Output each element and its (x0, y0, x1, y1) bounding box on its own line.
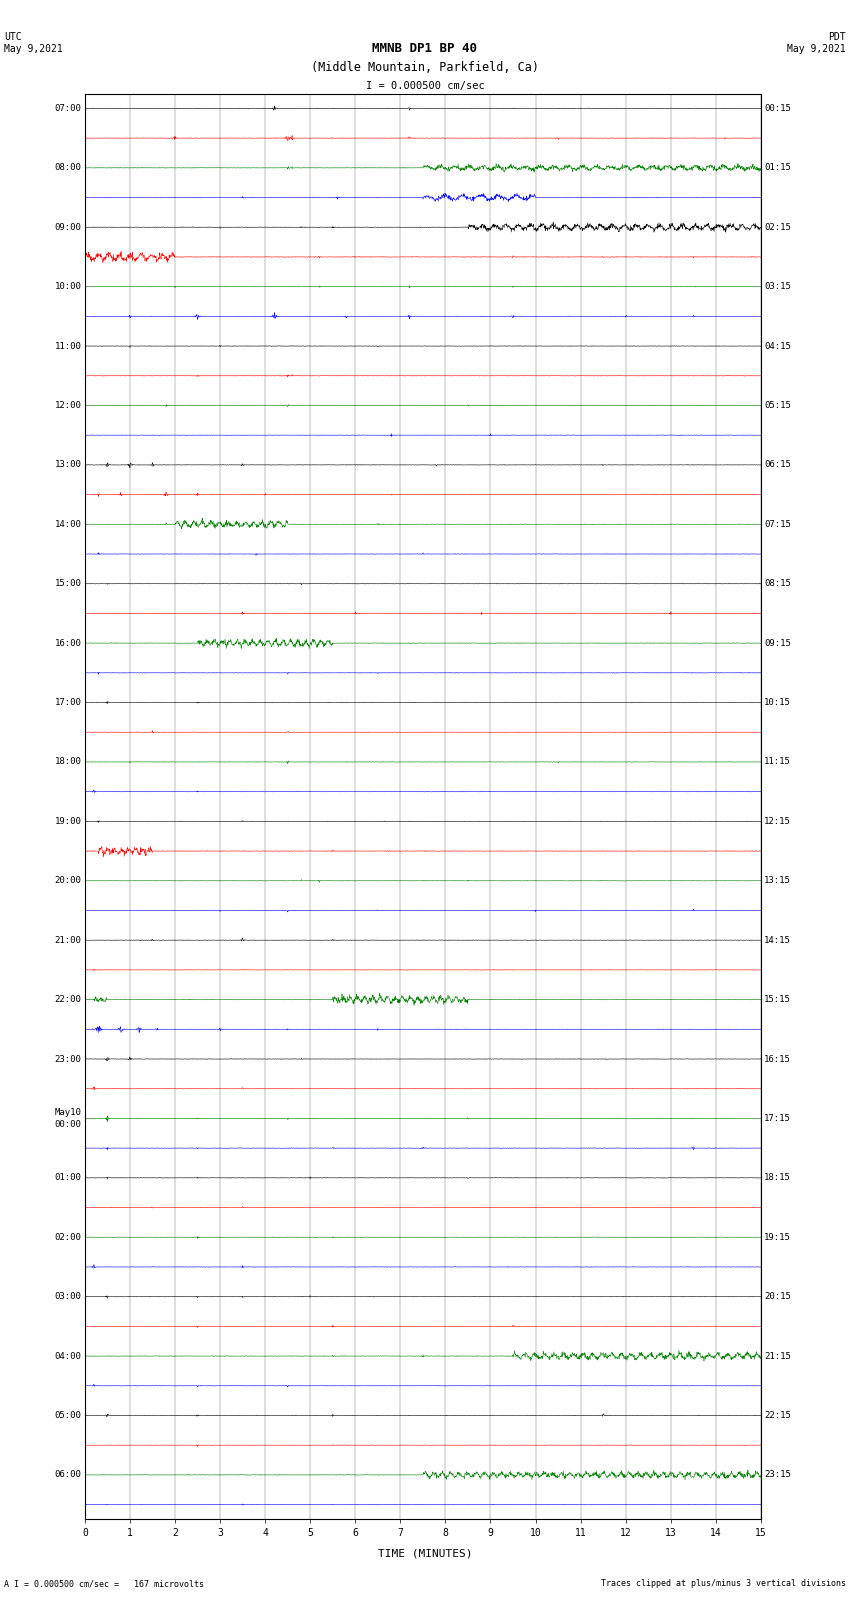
Text: 21:00: 21:00 (54, 936, 82, 945)
Text: 13:00: 13:00 (54, 460, 82, 469)
Text: 06:15: 06:15 (764, 460, 791, 469)
Text: 17:15: 17:15 (764, 1115, 791, 1123)
Text: 08:15: 08:15 (764, 579, 791, 589)
Text: 12:15: 12:15 (764, 816, 791, 826)
Text: 04:15: 04:15 (764, 342, 791, 350)
Text: 00:15: 00:15 (764, 103, 791, 113)
Text: PDT
May 9,2021: PDT May 9,2021 (787, 32, 846, 53)
Text: 19:15: 19:15 (764, 1232, 791, 1242)
Text: Traces clipped at plus/minus 3 vertical divisions: Traces clipped at plus/minus 3 vertical … (601, 1579, 846, 1589)
Text: 05:15: 05:15 (764, 402, 791, 410)
Text: 14:15: 14:15 (764, 936, 791, 945)
Text: (Middle Mountain, Parkfield, Ca): (Middle Mountain, Parkfield, Ca) (311, 61, 539, 74)
Text: 15:15: 15:15 (764, 995, 791, 1003)
Text: 04:00: 04:00 (54, 1352, 82, 1360)
Text: 01:00: 01:00 (54, 1173, 82, 1182)
Text: May10: May10 (54, 1108, 82, 1116)
Text: 00:00: 00:00 (54, 1119, 82, 1129)
Text: 22:00: 22:00 (54, 995, 82, 1003)
Text: 05:00: 05:00 (54, 1411, 82, 1419)
Text: 22:15: 22:15 (764, 1411, 791, 1419)
Text: 11:15: 11:15 (764, 758, 791, 766)
Text: 03:15: 03:15 (764, 282, 791, 290)
Text: MMNB DP1 BP 40: MMNB DP1 BP 40 (372, 42, 478, 55)
Text: 09:00: 09:00 (54, 223, 82, 232)
Text: 10:00: 10:00 (54, 282, 82, 290)
Text: 06:00: 06:00 (54, 1471, 82, 1479)
Text: 21:15: 21:15 (764, 1352, 791, 1360)
Text: 07:00: 07:00 (54, 103, 82, 113)
Text: TIME (MINUTES): TIME (MINUTES) (377, 1548, 473, 1558)
Text: 14:00: 14:00 (54, 519, 82, 529)
Text: 03:00: 03:00 (54, 1292, 82, 1302)
Text: 16:00: 16:00 (54, 639, 82, 647)
Text: 20:00: 20:00 (54, 876, 82, 886)
Text: 09:15: 09:15 (764, 639, 791, 647)
Text: 10:15: 10:15 (764, 698, 791, 706)
Text: 18:00: 18:00 (54, 758, 82, 766)
Text: A I = 0.000500 cm/sec =   167 microvolts: A I = 0.000500 cm/sec = 167 microvolts (4, 1579, 204, 1589)
Text: 19:00: 19:00 (54, 816, 82, 826)
Text: I = 0.000500 cm/sec: I = 0.000500 cm/sec (366, 81, 484, 90)
Text: 08:00: 08:00 (54, 163, 82, 173)
Text: 18:15: 18:15 (764, 1173, 791, 1182)
Text: 02:00: 02:00 (54, 1232, 82, 1242)
Text: 15:00: 15:00 (54, 579, 82, 589)
Text: 16:15: 16:15 (764, 1055, 791, 1063)
Text: 20:15: 20:15 (764, 1292, 791, 1302)
Text: UTC
May 9,2021: UTC May 9,2021 (4, 32, 63, 53)
Text: 23:00: 23:00 (54, 1055, 82, 1063)
Text: 02:15: 02:15 (764, 223, 791, 232)
Text: 23:15: 23:15 (764, 1471, 791, 1479)
Text: 01:15: 01:15 (764, 163, 791, 173)
Text: 12:00: 12:00 (54, 402, 82, 410)
Text: 17:00: 17:00 (54, 698, 82, 706)
Text: 13:15: 13:15 (764, 876, 791, 886)
Text: 11:00: 11:00 (54, 342, 82, 350)
Text: 07:15: 07:15 (764, 519, 791, 529)
